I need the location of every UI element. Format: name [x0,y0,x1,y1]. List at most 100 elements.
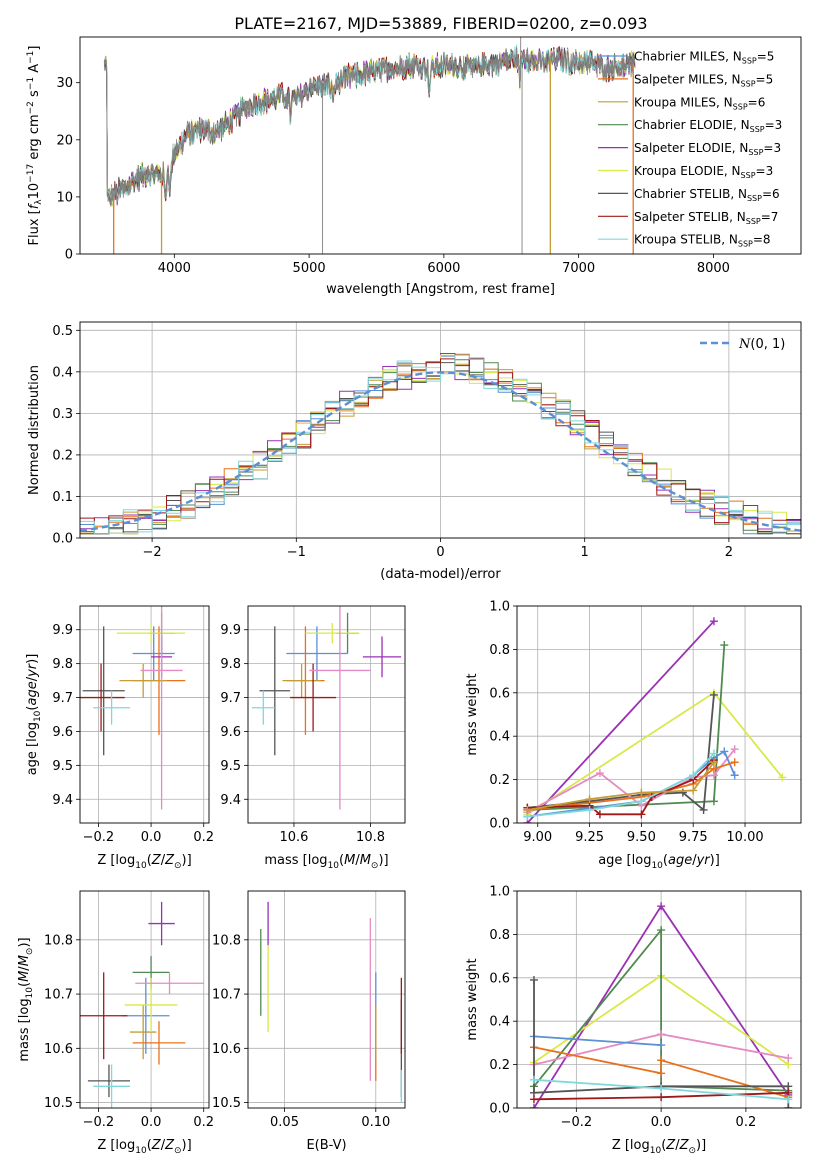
x-tick-label: 0.0 [651,1115,672,1130]
x-tick-label: 10.6 [279,830,308,845]
legend-entry: Chabrier ELODIE, NSSP=3 [634,118,782,134]
y-tick-label: 0.2 [489,773,510,788]
errorbar-point [135,972,204,995]
errorbar-point [116,622,186,644]
y-axis-label: mass weight [465,958,480,1040]
x-tick-label: 5000 [293,261,326,276]
x-axis-label: Z [log10(Z/Z⊙)] [97,1138,191,1156]
y-tick-label: 0.6 [489,686,510,701]
errorbar-point [362,636,402,678]
mass-weight-marker [784,1104,793,1108]
mass-weight-marker [529,1095,538,1104]
legend-entry: Salpeter STELIB, NSSP=7 [634,210,778,226]
mass_vs_Z-panel: −0.2 0.0 0.2 10.5 10.6 10.7 10.8 Z [log10(Z/Z⊙)… [17,890,214,1156]
x-axis-label: mass [log10(M/M⊙)] [264,853,388,871]
y-tick-label: 0.0 [52,532,73,547]
y-tick-label: 0.6 [489,971,510,986]
residuals-marks [80,353,801,535]
mass-weight-marker [709,617,718,626]
mass-weight-line [533,927,789,1092]
mass-weight-marker [689,771,698,780]
mass-weight-marker [585,805,594,814]
residual-histogram-step [80,354,801,535]
x-tick-label: 9.50 [627,830,656,845]
mass-weight-marker [709,749,718,758]
y-tick-label: 0.4 [52,365,73,380]
mass-weight-marker [657,1069,666,1078]
x-axis-label: E(B-V) [306,1138,346,1153]
y-tick-label: 10.7 [44,988,73,1003]
legend-entry: Salpeter MILES, NSSP=5 [634,72,773,88]
mass-weight-marker [657,926,666,935]
y-tick-label: 9.9 [52,623,73,638]
weight_vs_age-grid [517,605,801,824]
mass-weight-marker [784,1095,793,1104]
y-tick-label: 10.5 [212,1096,241,1111]
legend-entry: Salpeter ELODIE, NSSP=3 [634,141,781,157]
errorbar-point [132,1021,186,1065]
mass-weight-marker [730,771,739,780]
mass-weight-marker [699,805,708,814]
mass-weight-marker [637,797,646,806]
mass-weight-marker [657,902,666,911]
y-tick-label: 0.2 [489,1058,510,1073]
mass_vs_ebv-axes: 0.05 0.10 10.5 10.6 10.7 10.8 E(B-V) [212,890,406,1153]
weight_vs_age-marks [523,617,787,823]
figure-title: PLATE=2167, MJD=53889, FIBERID=0200, z=0… [234,14,647,33]
x-tick-label: 7000 [562,261,595,276]
y-axis-label: mass [log10(M/M⊙)] [17,937,35,1061]
errorbar-point [93,690,131,725]
x-axis-label: wavelength [Angstrom, rest frame] [326,282,555,297]
errorbar-point [119,663,167,698]
y-tick-label: 10.8 [212,933,241,948]
y-tick-label: 9.9 [220,623,241,638]
mass-weight-line [533,1046,789,1099]
age_vs_Z-marks [80,606,186,810]
y-tick-label: 0.3 [52,407,73,422]
x-tick-label: 0.0 [141,830,162,845]
legend-entry: Kroupa ELODIE, NSSP=3 [634,164,773,180]
age_vs_Z-frame [79,605,210,824]
errorbar-point [251,690,275,725]
spectrum-panel: 4000 5000 6000 7000 8000 0 10 20 30 wavelength [A… [26,36,802,297]
mass_vs_ebv-grid [248,891,405,1108]
mass_vs_Z-axes: −0.2 0.0 0.2 10.5 10.6 10.7 10.8 Z [log10(Z/Z⊙)… [17,890,214,1156]
mass-weight-marker [657,1041,666,1050]
y-tick-label: 0.5 [52,324,73,339]
weight_vs_Z-axes: −0.2 0.0 0.2 0.0 0.2 0.4 0.6 0.8 1.0 Z [log10(Z/Z… [465,885,802,1156]
x-tick-label: 9.25 [575,830,604,845]
age_vs_mass-panel: 10.6 10.8 9.4 9.5 9.6 9.7 9.8 9.9 mass [log10(M/… [220,605,406,871]
y-tick-label: 9.4 [220,793,241,808]
y-tick-label: 0.0 [489,1102,510,1117]
legend-entry: Chabrier STELIB, NSSP=6 [634,187,780,203]
mass-weight-marker [595,769,604,778]
x-tick-label: 0.2 [193,1115,214,1130]
x-tick-label: 4000 [158,261,191,276]
y-tick-label: 9.5 [220,759,241,774]
y-tick-label: 0.2 [52,448,73,463]
mass-weight-marker [585,795,594,804]
y-tick-label: 30 [56,76,73,91]
mass-weight-marker [595,810,604,819]
errorbar-point [282,663,321,698]
x-tick-label: 0.0 [141,1115,162,1130]
errorbar-point [124,977,178,1033]
y-axis-label: mass weight [465,673,480,755]
mass-weight-marker [720,747,729,756]
x-tick-label: 9.75 [679,830,708,845]
x-axis-label: Z [log10(Z/Z⊙)] [612,1138,706,1156]
y-tick-label: 1.0 [489,885,510,900]
mass-weight-marker [637,810,646,819]
x-tick-label: 0.2 [736,1115,757,1130]
x-tick-label: −0.2 [83,830,115,845]
y-tick-label: 9.6 [52,725,73,740]
residuals-frame [79,321,802,539]
errorbar-point [148,901,175,946]
y-tick-label: 9.8 [220,657,241,672]
y-tick-label: 10.6 [212,1042,241,1057]
mass-weight-line [533,1035,662,1046]
mass-weight-marker [529,1104,538,1108]
x-tick-label: 10.8 [356,830,385,845]
mass-weight-marker [637,788,646,797]
y-tick-label: 9.6 [220,725,241,740]
